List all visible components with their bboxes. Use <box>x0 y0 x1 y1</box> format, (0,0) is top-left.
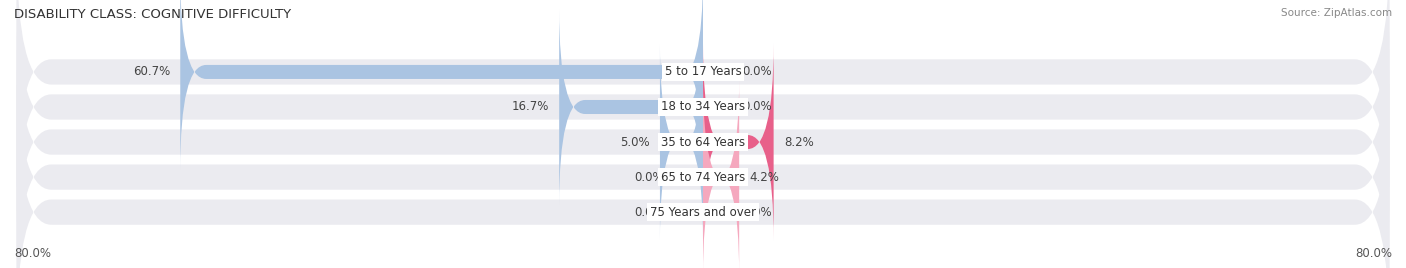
Text: DISABILITY CLASS: COGNITIVE DIFFICULTY: DISABILITY CLASS: COGNITIVE DIFFICULTY <box>14 8 291 21</box>
Text: 5 to 17 Years: 5 to 17 Years <box>665 65 741 79</box>
Text: 0.0%: 0.0% <box>742 65 772 79</box>
Text: 80.0%: 80.0% <box>1355 247 1392 260</box>
FancyBboxPatch shape <box>17 14 1389 268</box>
FancyBboxPatch shape <box>560 9 703 205</box>
Text: 35 to 64 Years: 35 to 64 Years <box>661 136 745 148</box>
FancyBboxPatch shape <box>17 85 1389 268</box>
FancyBboxPatch shape <box>659 44 703 240</box>
Text: Source: ZipAtlas.com: Source: ZipAtlas.com <box>1281 8 1392 18</box>
Text: 4.2%: 4.2% <box>749 171 779 184</box>
Text: 18 to 34 Years: 18 to 34 Years <box>661 100 745 113</box>
Text: 0.0%: 0.0% <box>634 206 664 219</box>
Text: 16.7%: 16.7% <box>512 100 548 113</box>
Text: 0.0%: 0.0% <box>742 100 772 113</box>
FancyBboxPatch shape <box>17 0 1389 199</box>
Text: 65 to 74 Years: 65 to 74 Years <box>661 171 745 184</box>
FancyBboxPatch shape <box>180 0 703 170</box>
FancyBboxPatch shape <box>17 0 1389 234</box>
Text: 0.0%: 0.0% <box>742 206 772 219</box>
Text: 5.0%: 5.0% <box>620 136 650 148</box>
Text: 75 Years and over: 75 Years and over <box>650 206 756 219</box>
Text: 80.0%: 80.0% <box>14 247 51 260</box>
Text: 0.0%: 0.0% <box>634 171 664 184</box>
FancyBboxPatch shape <box>703 79 740 268</box>
Text: 8.2%: 8.2% <box>785 136 814 148</box>
Text: 60.7%: 60.7% <box>132 65 170 79</box>
FancyBboxPatch shape <box>703 44 773 240</box>
FancyBboxPatch shape <box>17 50 1389 268</box>
